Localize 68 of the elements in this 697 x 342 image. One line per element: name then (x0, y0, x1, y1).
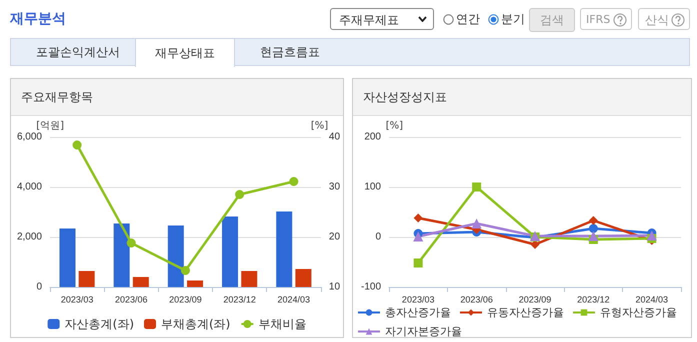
point (126, 238, 136, 248)
x-tick-label: 2023/09 (169, 294, 202, 304)
point (72, 140, 82, 150)
text: 연간 (456, 11, 480, 28)
text: 포괄손익계산서 (35, 44, 121, 61)
y-axis-title: [억원] (36, 120, 64, 132)
point (588, 216, 598, 225)
x-tick-label: 2023/09 (518, 294, 552, 304)
point (235, 190, 244, 199)
bar (114, 224, 130, 287)
bar (295, 269, 312, 287)
x-tick-label: 2024/03 (278, 294, 310, 304)
text: 재무분석 (10, 10, 66, 28)
y-tick-label: 100 (364, 182, 382, 192)
text: 검색 (529, 8, 575, 32)
text: 주재무제표 (330, 8, 434, 30)
bar (241, 271, 258, 287)
y-axis-title: [%] (386, 120, 404, 132)
legend-label: 부채비율 (258, 317, 306, 331)
point (413, 232, 424, 242)
y-tick-label: 2,000 (16, 232, 42, 242)
x-tick-label: 2023/12 (577, 294, 610, 304)
legend-label: 자기자본증가율 (385, 325, 462, 338)
y-tick-label: 6,000 (16, 132, 42, 142)
y-tick-label: 0 (375, 232, 382, 242)
text: 분기 (501, 11, 525, 28)
x-tick-label: 2023/12 (223, 294, 256, 304)
point (646, 230, 657, 240)
bar (276, 212, 292, 287)
y-tick-label: 200 (364, 132, 382, 142)
y-tick-label: -100 (360, 282, 382, 292)
point (289, 177, 298, 186)
point (180, 266, 190, 275)
bar (132, 277, 149, 287)
bar (168, 226, 184, 287)
legend-label: 유형자산증가율 (600, 306, 677, 319)
point (588, 231, 598, 241)
text: IFRS (580, 8, 632, 30)
point (588, 224, 598, 233)
x-tick-label: 2023/06 (460, 294, 493, 304)
text: 재무상태표 (135, 38, 235, 67)
y2-tick-label: 10 (328, 282, 340, 292)
y-tick-label: 0 (36, 282, 42, 292)
text: 현금흐름표 (259, 44, 321, 61)
x-tick-label: 2023/03 (60, 294, 94, 304)
legend-label: 총자산증가율 (385, 306, 451, 319)
y2-tick-label: 40 (328, 132, 340, 142)
bar (187, 280, 204, 287)
y-tick-label: 4,000 (16, 182, 42, 192)
point (414, 214, 423, 222)
y2-tick-label: 20 (328, 232, 340, 242)
x-tick-label: 2023/06 (114, 294, 148, 304)
legend-label: 자산총계(좌) (64, 317, 134, 331)
legend-label: 유동자산증가율 (487, 306, 564, 319)
point (414, 258, 423, 268)
point (472, 182, 482, 192)
chart-title: 주요재무항목 (11, 79, 343, 116)
y2-tick-label: 30 (328, 182, 340, 192)
chart-title: 자산성장성지표 (353, 79, 691, 116)
bar (59, 228, 76, 287)
bar (78, 271, 95, 287)
y2-axis-title: [%] (310, 120, 328, 132)
x-tick-label: 2024/03 (636, 294, 668, 304)
x-tick-label: 2023/03 (402, 294, 434, 304)
bar (222, 216, 238, 287)
legend-label: 부채총계(좌) (161, 317, 230, 331)
point (472, 218, 482, 228)
text: 산식 (638, 8, 690, 30)
